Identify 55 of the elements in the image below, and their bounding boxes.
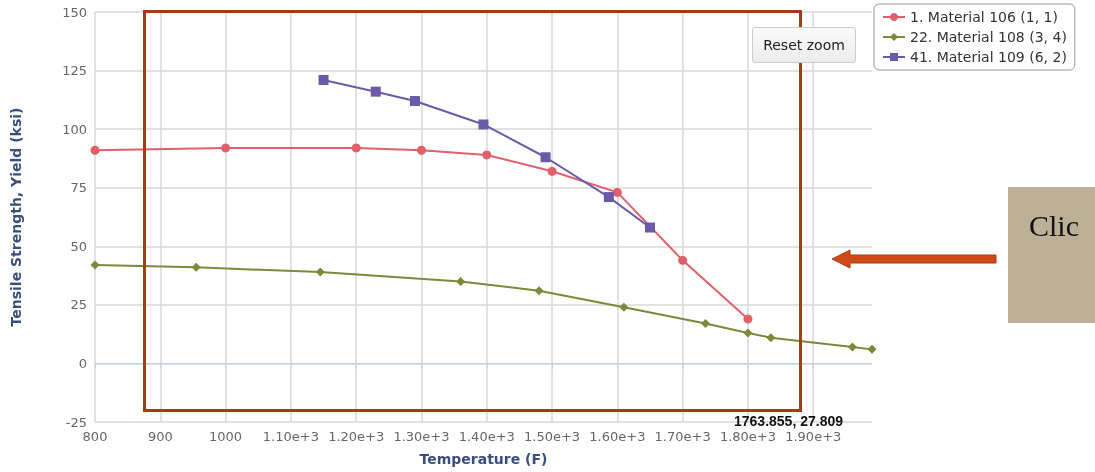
y-tick-label: 125 [62,63,87,79]
point [547,166,557,176]
x-tick-label: 1.80e+3 [719,429,776,444]
point [619,302,629,312]
legend-label: 41. Material 109 (6, 2) [910,49,1067,65]
x-tick-label: 1.90e+3 [785,429,842,444]
point [847,342,857,352]
x-tick-label: 1.50e+3 [524,429,581,444]
y-tick-label: -25 [65,414,87,430]
point [612,187,622,197]
x-tick-label: 1.60e+3 [589,429,646,444]
point [416,145,426,155]
point [540,152,551,163]
point [701,319,710,329]
point [456,276,466,286]
callout-box: Clic [1008,187,1095,323]
point [645,222,655,233]
legend-label: 22. Material 108 (3, 4) [910,29,1067,45]
point [478,119,489,130]
x-tick-label: 1.20e+3 [328,429,385,444]
y-tick-label: 25 [70,297,87,313]
point [90,260,100,270]
x-tick-label: 1.30e+3 [393,429,450,444]
point [409,96,420,107]
point [315,267,325,277]
point [318,74,329,85]
point [867,344,877,354]
y-axis-title: Tensile Strength, Yield (ksi) [8,107,24,327]
point [743,328,753,338]
point [191,262,201,272]
y-tick-label: 50 [70,238,87,254]
point [678,255,688,265]
x-tick-label: 800 [82,429,108,444]
point [370,86,381,97]
point [90,145,100,155]
point [766,333,776,343]
y-tick-label: 75 [70,180,87,196]
reset-zoom-button[interactable]: Reset zoom [752,27,856,63]
x-axis-title: Temperature (F) [419,451,548,467]
legend-label: 1. Material 106 (1, 1) [910,9,1058,25]
point [743,314,753,324]
x-tick-label: 1000 [209,429,243,444]
y-tick-label: 100 [62,121,87,137]
y-tick-label: 0 [78,355,87,371]
point [221,143,231,153]
point [534,286,544,296]
x-tick-label: 1.40e+3 [458,429,515,444]
point [482,150,492,160]
x-tick-label: 1.10e+3 [262,429,319,444]
x-tick-label: 1.70e+3 [654,429,711,444]
y-tick-label: 150 [62,4,87,20]
point [351,143,361,153]
annotation: 1763.855, 27.809 [734,413,843,429]
x-tick-label: 900 [147,429,173,444]
point [603,192,614,203]
